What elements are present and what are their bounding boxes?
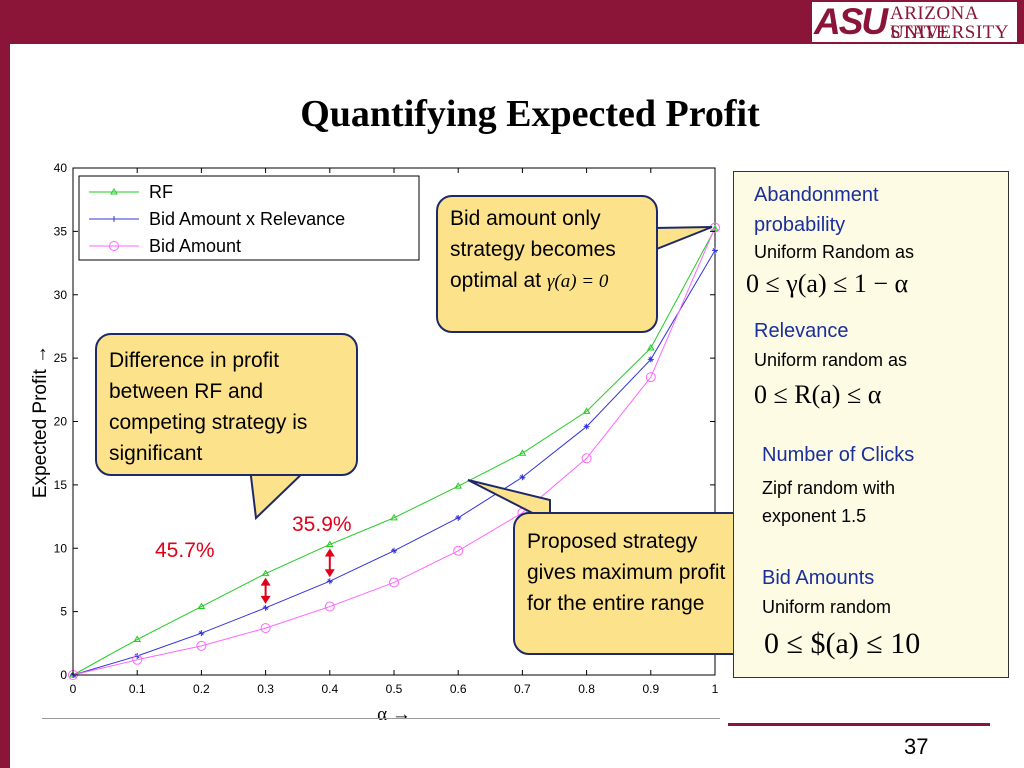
relevance-subtext: Uniform random as (754, 350, 908, 370)
asu-logo-line2: UNIVERSITY (890, 22, 1009, 43)
difference-callout: Difference in profit between RF and comp… (95, 333, 358, 476)
x-tick-label: 0.5 (386, 682, 403, 696)
data-point (581, 453, 592, 464)
legend-marker (111, 216, 117, 222)
x-tick-label: 0.3 (257, 682, 274, 696)
data-point (390, 513, 398, 521)
data-point (196, 640, 207, 651)
data-point (391, 547, 397, 554)
bids-subtext: Uniform random (762, 597, 892, 617)
difference-arrow-head-up (324, 548, 335, 557)
series-line-0 (72, 228, 716, 676)
y-tick-label: 25 (54, 351, 68, 365)
y-tick-label: 30 (54, 288, 68, 302)
relevance-formula: 0 ≤ R(a) ≤ α (754, 380, 882, 409)
footer-divider (42, 718, 720, 719)
bid-only-callout-text: Bid amount only strategy becomes optimal… (450, 207, 616, 292)
clicks-heading: Number of Clicks (762, 444, 915, 466)
percent-label-45-7: 45.7% (155, 539, 215, 562)
data-point (519, 474, 526, 481)
x-tick-label: 0.1 (129, 682, 146, 696)
y-tick-label: 10 (54, 541, 68, 555)
bids-formula: 0 ≤ $(a) ≤ 10 (764, 627, 921, 660)
x-tick-label: 0.7 (514, 682, 531, 696)
legend-label: Bid Amount (149, 236, 241, 256)
y-tick-label: 35 (54, 224, 68, 238)
y-tick-label: 5 (60, 605, 67, 619)
data-point (198, 630, 205, 637)
x-tick-label: 0.9 (642, 682, 659, 696)
data-point (583, 423, 590, 430)
x-tick-label: 0.6 (450, 682, 467, 696)
legend-label: Bid Amount x Relevance (149, 209, 345, 229)
asu-logo: ASU ARIZONA STATE UNIVERSITY (812, 2, 1017, 42)
data-point (325, 540, 334, 547)
y-tick-label: 20 (54, 415, 68, 429)
abandonment-subtext: Uniform Random as (754, 242, 915, 262)
data-point (645, 372, 656, 383)
data-point (711, 224, 719, 232)
proposed-callout-pointer (467, 479, 551, 524)
clicks-subtext: Zipf random with exponent 1.5 (762, 478, 896, 526)
data-point (518, 449, 527, 456)
x-axis-label: α → (377, 704, 411, 725)
series-line-2 (72, 227, 716, 676)
data-point (132, 654, 143, 665)
data-point (454, 482, 463, 489)
data-point (324, 601, 335, 612)
data-point (326, 578, 333, 585)
legend-marker (109, 241, 119, 251)
legend-label: RF (149, 182, 173, 202)
data-point (712, 247, 718, 254)
data-point (260, 623, 271, 634)
difference-callout-text: Difference in profit between RF and comp… (109, 349, 308, 465)
x-tick-label: 0.8 (578, 682, 595, 696)
proposed-callout-text: Proposed strategy gives maximum profit f… (527, 530, 726, 615)
x-tick-label: 1 (712, 682, 719, 696)
y-tick-label: 40 (54, 161, 68, 175)
data-point (262, 604, 269, 611)
x-tick-label: 0.2 (193, 682, 210, 696)
y-axis-label: Expected Profit → (30, 345, 51, 498)
relevance-heading: Relevance (754, 320, 849, 342)
page-number: 37 (904, 734, 929, 759)
data-point (389, 577, 399, 588)
footer-accent-line (728, 723, 990, 726)
left-accent-bar (0, 44, 10, 768)
y-tick-label: 0 (60, 668, 67, 682)
data-point (455, 514, 462, 521)
bid-only-formula: γ(a) = 0 (546, 271, 609, 292)
assumptions-panel: Abandonment probability Uniform Random a… (733, 171, 1009, 678)
chart-legend: RF Bid Amount x Relevance Bid Amount (78, 175, 420, 261)
asu-logo-mark: ASU (814, 1, 888, 42)
difference-arrow-head-down (324, 569, 335, 578)
data-point (646, 344, 655, 351)
data-point (582, 407, 591, 414)
x-tick-label: 0 (70, 682, 77, 696)
x-tick-label: 0.4 (321, 682, 338, 696)
legend-marker (110, 188, 118, 195)
data-point (133, 635, 142, 643)
slide-title: Quantifying Expected Profit (300, 93, 760, 135)
bid-only-callout: Bid amount only strategy becomes optimal… (436, 195, 658, 333)
asu-logo-line1: ARIZONA STATE (890, 3, 978, 43)
bids-heading: Bid Amounts (762, 567, 875, 589)
proposed-callout: Proposed strategy gives maximum profit f… (513, 512, 758, 655)
data-point (453, 545, 464, 556)
data-point (647, 356, 654, 363)
abandonment-heading: Abandonment probability (754, 184, 879, 236)
data-point (197, 602, 206, 610)
difference-arrow-head-up (260, 577, 271, 586)
difference-arrow-head-down (260, 595, 271, 604)
percent-label-35-9: 35.9% (292, 513, 352, 536)
expected-profit-chart: 0 0.1 0.2 0.3 0.4 0.5 0.6 0.7 0.8 0.9 105101520253… (30, 161, 720, 725)
y-tick-label: 15 (54, 478, 68, 492)
abandonment-formula: 0 ≤ γ(a) ≤ 1 − α (746, 269, 909, 298)
data-point (261, 569, 270, 577)
